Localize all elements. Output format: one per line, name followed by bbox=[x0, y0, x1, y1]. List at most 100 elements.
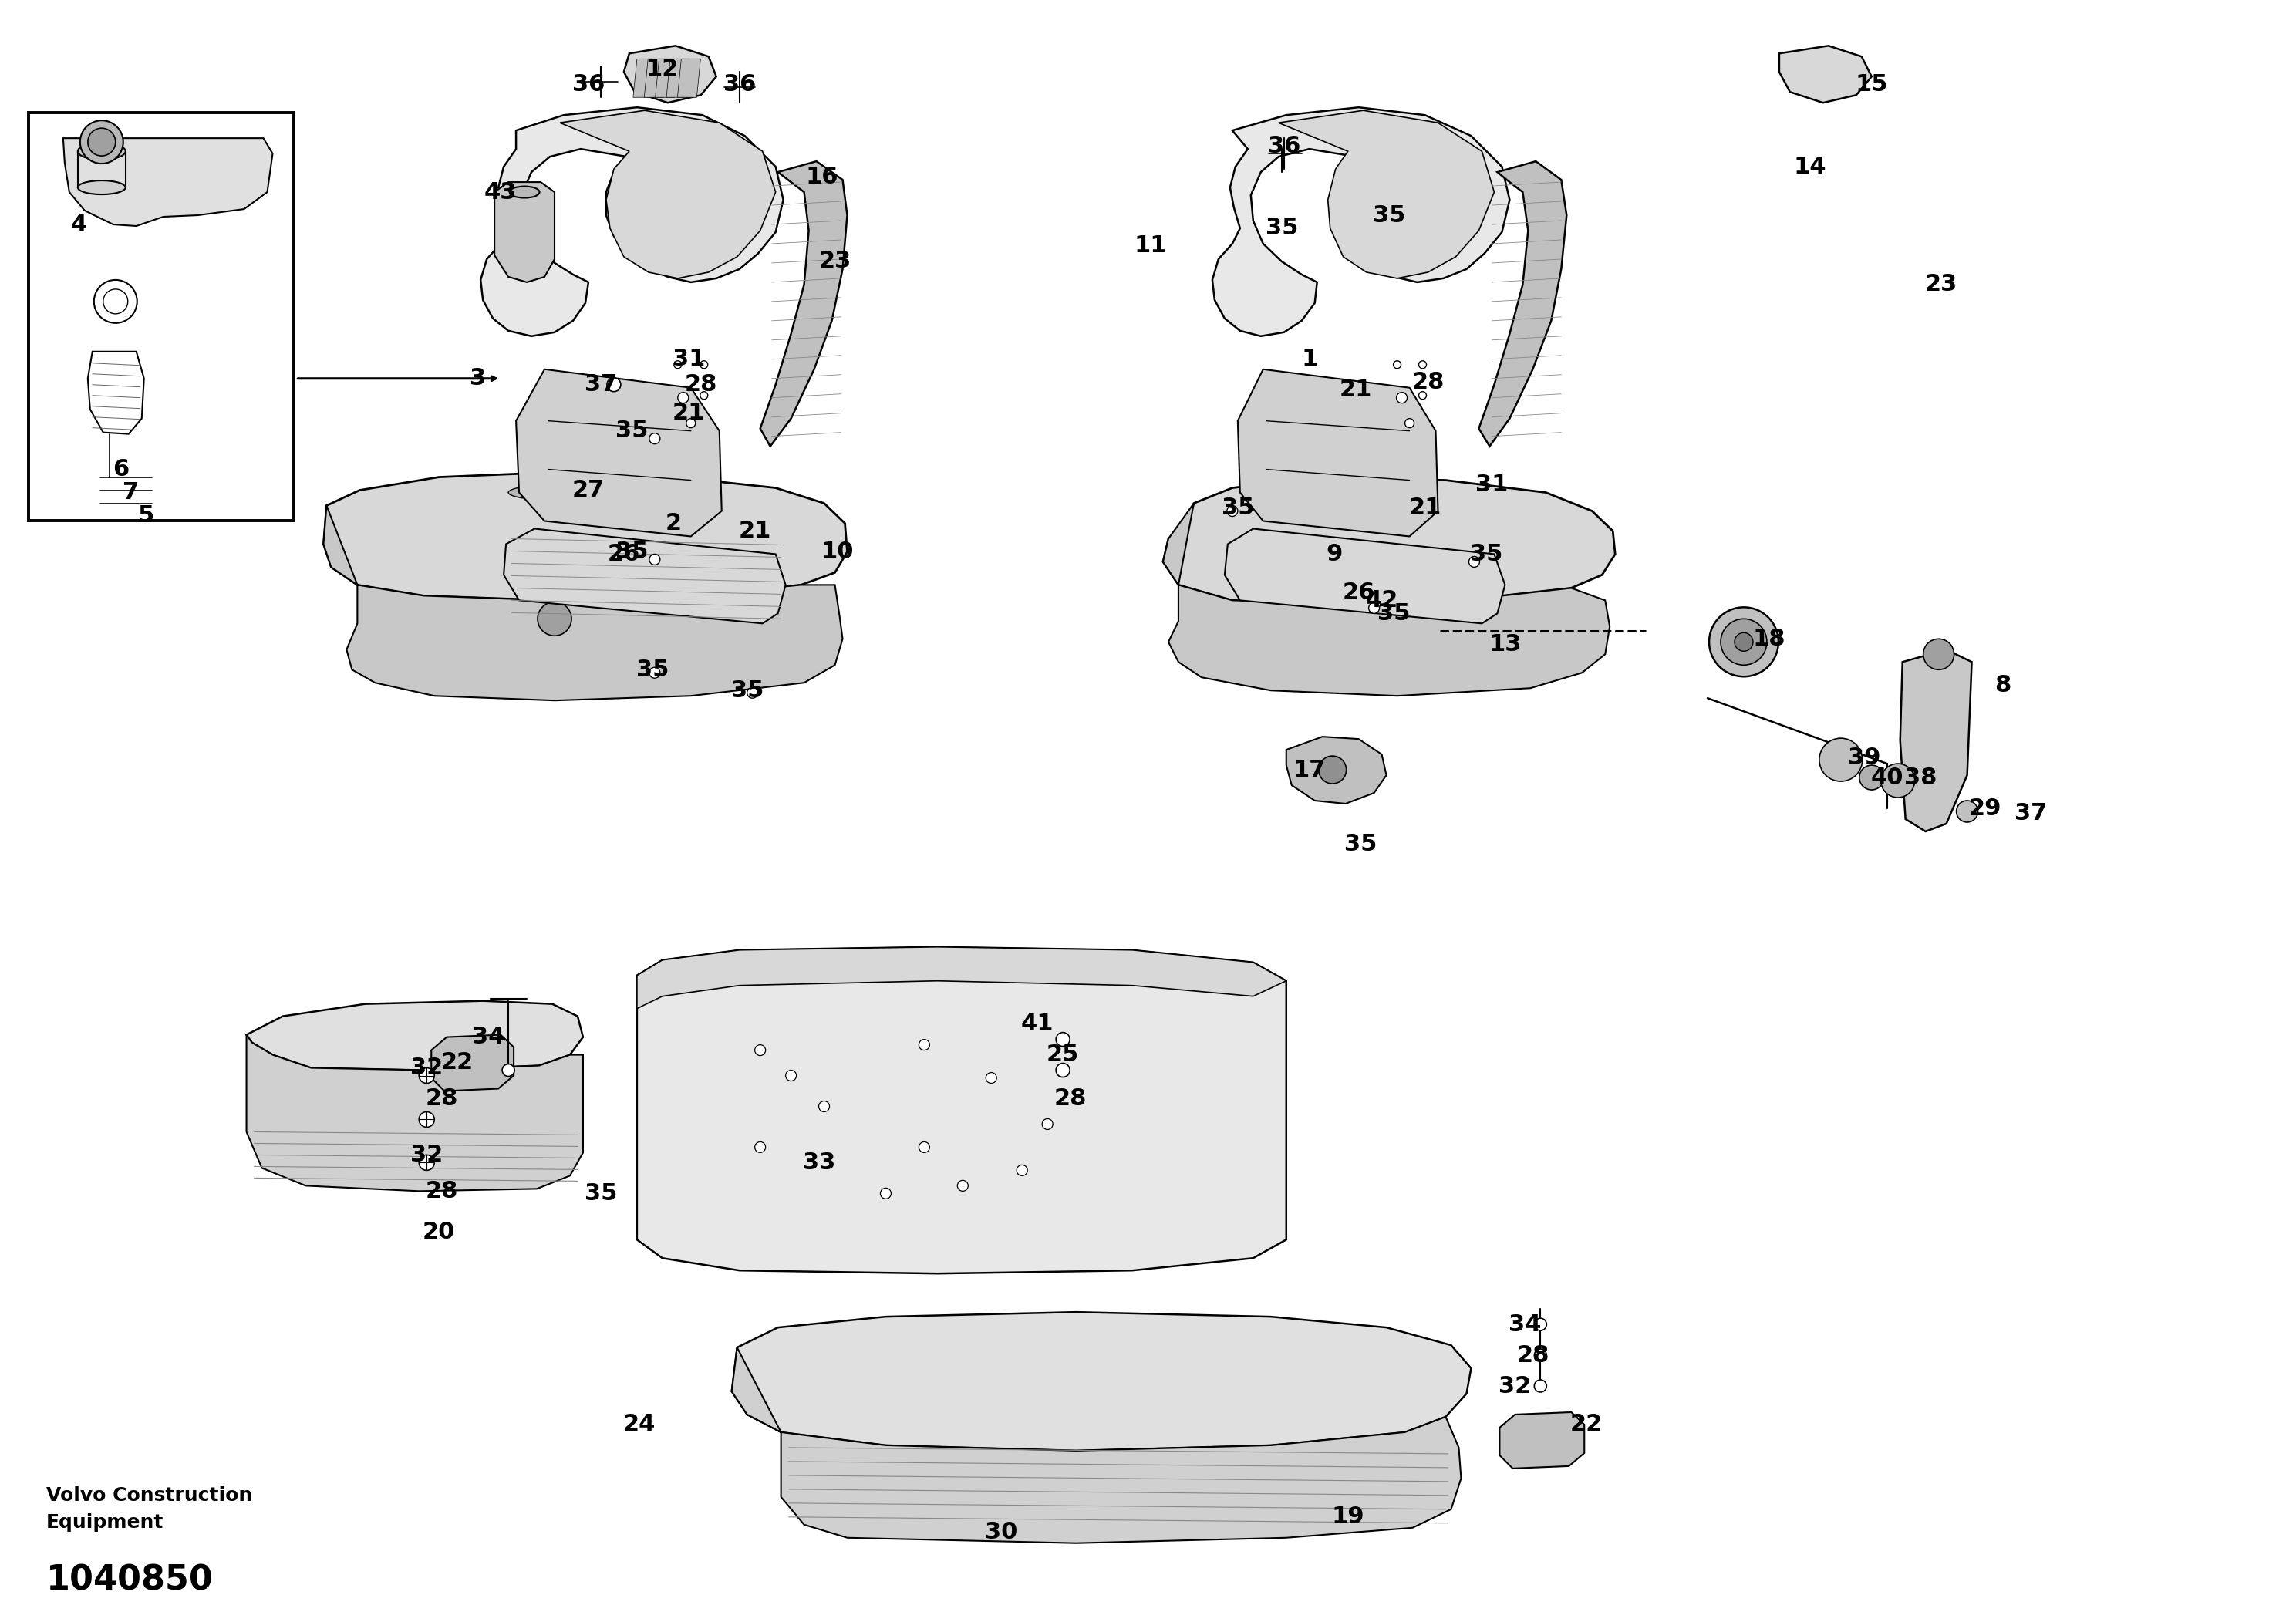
Polygon shape bbox=[480, 107, 783, 336]
Polygon shape bbox=[517, 370, 721, 537]
Circle shape bbox=[1056, 1033, 1070, 1046]
Text: 35: 35 bbox=[1221, 496, 1254, 519]
Circle shape bbox=[94, 281, 138, 323]
Circle shape bbox=[1017, 1165, 1026, 1176]
Text: 37: 37 bbox=[2016, 803, 2048, 826]
Text: 26: 26 bbox=[608, 543, 641, 566]
Text: 43: 43 bbox=[484, 182, 517, 203]
Circle shape bbox=[650, 667, 659, 678]
Text: 35: 35 bbox=[1378, 602, 1410, 624]
Text: 35: 35 bbox=[615, 420, 647, 443]
Circle shape bbox=[1056, 1064, 1070, 1077]
Text: 5: 5 bbox=[138, 504, 154, 527]
Circle shape bbox=[985, 1072, 996, 1083]
Text: 35: 35 bbox=[636, 659, 668, 681]
Text: 41: 41 bbox=[1022, 1012, 1054, 1035]
Text: 26: 26 bbox=[1343, 581, 1375, 603]
Circle shape bbox=[1534, 1319, 1548, 1330]
Circle shape bbox=[1226, 506, 1238, 516]
Circle shape bbox=[785, 1071, 797, 1080]
Polygon shape bbox=[324, 472, 847, 600]
Circle shape bbox=[1368, 603, 1380, 613]
Polygon shape bbox=[246, 1035, 583, 1191]
Text: 11: 11 bbox=[1134, 235, 1166, 258]
Polygon shape bbox=[246, 1001, 583, 1071]
Text: 3: 3 bbox=[468, 367, 487, 389]
Circle shape bbox=[918, 1040, 930, 1049]
Text: 28: 28 bbox=[1515, 1345, 1550, 1366]
Text: Equipment: Equipment bbox=[46, 1513, 163, 1531]
Text: 16: 16 bbox=[806, 165, 838, 188]
Text: 9: 9 bbox=[1325, 543, 1343, 566]
Text: 13: 13 bbox=[1488, 633, 1522, 655]
Text: 28: 28 bbox=[1054, 1087, 1086, 1109]
Circle shape bbox=[606, 378, 620, 391]
Circle shape bbox=[1419, 360, 1426, 368]
Text: 34: 34 bbox=[473, 1025, 505, 1048]
Circle shape bbox=[1818, 738, 1862, 782]
Polygon shape bbox=[636, 947, 1286, 1009]
Text: 6: 6 bbox=[113, 457, 129, 480]
Text: 35: 35 bbox=[1345, 834, 1378, 856]
Circle shape bbox=[418, 1155, 434, 1171]
Text: 18: 18 bbox=[1752, 628, 1786, 650]
Text: 14: 14 bbox=[1793, 156, 1825, 178]
Text: 35: 35 bbox=[1373, 204, 1405, 227]
Text: 36: 36 bbox=[723, 73, 755, 96]
Polygon shape bbox=[62, 138, 273, 225]
Circle shape bbox=[957, 1181, 969, 1191]
Text: 42: 42 bbox=[1366, 589, 1398, 611]
Text: 35: 35 bbox=[730, 680, 765, 702]
Text: 29: 29 bbox=[1968, 796, 2002, 819]
Text: 35: 35 bbox=[1469, 543, 1504, 566]
Text: 15: 15 bbox=[1855, 73, 1887, 96]
Circle shape bbox=[700, 360, 707, 368]
Polygon shape bbox=[1479, 161, 1566, 446]
Text: 35: 35 bbox=[585, 1182, 618, 1205]
Text: 21: 21 bbox=[1339, 380, 1373, 401]
Polygon shape bbox=[503, 529, 785, 623]
Text: 17: 17 bbox=[1293, 759, 1325, 780]
Circle shape bbox=[1042, 1119, 1054, 1129]
Text: 34: 34 bbox=[1508, 1314, 1541, 1335]
Circle shape bbox=[1880, 764, 1915, 798]
Text: 31: 31 bbox=[1476, 474, 1508, 496]
Ellipse shape bbox=[507, 485, 602, 500]
Polygon shape bbox=[1164, 477, 1614, 603]
Polygon shape bbox=[645, 58, 668, 97]
Polygon shape bbox=[677, 58, 700, 97]
Text: 36: 36 bbox=[1267, 135, 1300, 157]
Circle shape bbox=[1469, 556, 1479, 568]
Circle shape bbox=[1396, 393, 1407, 404]
Polygon shape bbox=[634, 58, 657, 97]
Polygon shape bbox=[1212, 107, 1511, 336]
Circle shape bbox=[1860, 766, 1885, 790]
Circle shape bbox=[418, 1111, 434, 1127]
Polygon shape bbox=[636, 947, 1286, 1273]
Text: 28: 28 bbox=[684, 373, 716, 396]
Polygon shape bbox=[1164, 503, 1609, 696]
Text: 21: 21 bbox=[1407, 496, 1442, 519]
Text: 23: 23 bbox=[820, 250, 852, 272]
Text: 21: 21 bbox=[673, 402, 705, 425]
Text: 32: 32 bbox=[411, 1144, 443, 1166]
Circle shape bbox=[746, 688, 758, 697]
Polygon shape bbox=[324, 506, 843, 701]
Circle shape bbox=[675, 360, 682, 368]
Circle shape bbox=[1924, 639, 1954, 670]
Polygon shape bbox=[1499, 1413, 1584, 1468]
Polygon shape bbox=[1779, 45, 1871, 102]
Polygon shape bbox=[1238, 370, 1437, 537]
Text: 36: 36 bbox=[572, 73, 604, 96]
Circle shape bbox=[1419, 391, 1426, 399]
Circle shape bbox=[1534, 1350, 1548, 1361]
Circle shape bbox=[755, 1045, 765, 1056]
Polygon shape bbox=[560, 110, 776, 279]
Text: 24: 24 bbox=[622, 1413, 657, 1435]
Ellipse shape bbox=[510, 187, 540, 198]
Ellipse shape bbox=[78, 180, 126, 195]
Circle shape bbox=[418, 1067, 434, 1083]
Text: 38: 38 bbox=[1906, 766, 1938, 788]
Circle shape bbox=[103, 289, 129, 313]
Circle shape bbox=[1405, 418, 1414, 428]
